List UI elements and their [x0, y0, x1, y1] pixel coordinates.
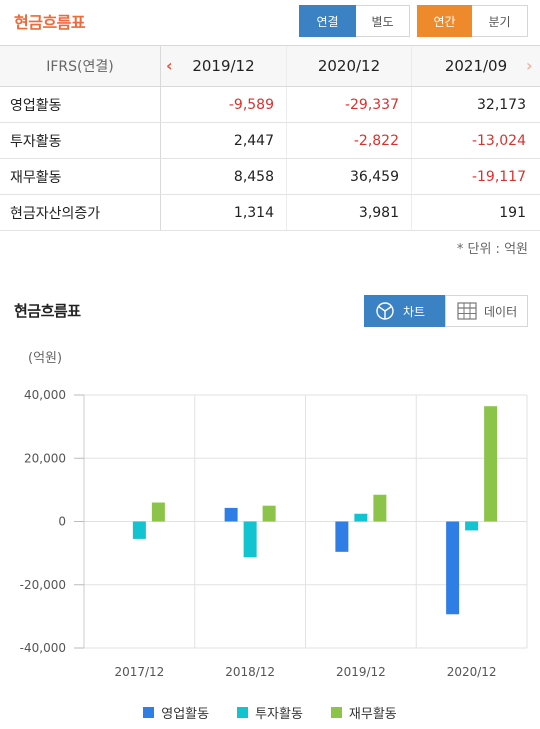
table-cell: 1,314 — [161, 195, 287, 230]
legend-swatch — [237, 707, 249, 718]
y-tick-label: 40,000 — [24, 388, 66, 402]
legend-swatch — [330, 707, 342, 718]
bar — [354, 513, 368, 522]
bar — [335, 521, 349, 552]
header-cell-standard: IFRS(연결) — [0, 46, 161, 86]
legend-label: 투자활동 — [255, 707, 303, 722]
bar — [243, 521, 257, 558]
legend-item: 재무활동 — [330, 703, 397, 722]
chart-section-title: 현금흐름표 — [14, 302, 81, 320]
row-label: 영업활동 — [0, 87, 161, 122]
y-tick-label: 0 — [58, 515, 66, 529]
unit-note: * 단위 : 억원 — [456, 242, 528, 257]
row-label: 현금자산의증가 — [0, 195, 161, 230]
row-label: 재무활동 — [0, 159, 161, 194]
separate-tab[interactable]: 별도 — [356, 5, 410, 37]
x-tick-label: 2017/12 — [114, 665, 164, 679]
legend-swatch — [143, 707, 155, 718]
bar — [262, 505, 276, 522]
bar — [224, 507, 238, 522]
next-period-icon[interactable]: › — [526, 56, 533, 75]
table-cell: -29,337 — [287, 87, 412, 122]
table-cell: 32,173 — [477, 96, 526, 113]
quarterly-tab[interactable]: 분기 — [472, 5, 528, 37]
y-tick-label: -20,000 — [20, 578, 66, 592]
table-cell: -13,024 — [471, 132, 526, 149]
bar — [373, 494, 387, 522]
chart-view-button[interactable]: 차트 — [364, 295, 445, 327]
legend-label: 영업활동 — [161, 707, 210, 722]
table-header-row: IFRS(연결) 2019/12 2020/12 2021/09 ‹ › — [0, 46, 540, 87]
cashflow-bar-chart: 40,000 20,000 0 -20,000 -40,000 2017/12 2018/1… — [20, 388, 528, 679]
x-tick-label: 2020/12 — [447, 665, 497, 679]
chart-legend: 영업활동 투자활동 재무활동 — [0, 703, 540, 722]
bar — [465, 521, 479, 531]
table-cell: 3,981 — [287, 195, 412, 230]
prev-period-icon[interactable]: ‹ — [166, 56, 173, 75]
legend-item: 투자활동 — [237, 703, 303, 722]
bar — [132, 521, 146, 539]
header-cell-period: 2019/12 — [161, 46, 287, 86]
table-cell: 191 — [499, 204, 526, 221]
table-cell: 2,447 — [161, 123, 287, 158]
header-cell-period: 2020/12 — [287, 46, 412, 86]
cashflow-table: IFRS(연결) 2019/12 2020/12 2021/09 ‹ › 영업활… — [0, 45, 540, 231]
annual-tab[interactable]: 연간 — [417, 5, 472, 37]
table-cell: 36,459 — [287, 159, 412, 194]
pie-chart-icon — [376, 302, 394, 320]
legend-item: 영업활동 — [143, 703, 209, 722]
table-cell: 8,458 — [161, 159, 287, 194]
y-tick-label: 20,000 — [24, 451, 66, 465]
data-view-label: 데이터 — [484, 304, 518, 319]
row-label: 투자활동 — [0, 123, 161, 158]
consolidated-tab[interactable]: 연결 — [299, 5, 356, 37]
table-row: 영업활동 -9,589 -29,337 32,173 — [0, 87, 540, 123]
bar — [484, 406, 498, 522]
y-tick-label: -40,000 — [20, 641, 66, 655]
y-axis-unit: (억원) — [28, 351, 63, 366]
data-view-button[interactable]: 데이터 — [445, 295, 528, 327]
table-row: 투자활동 2,447 -2,822 -13,024 — [0, 123, 540, 159]
table-row: 현금자산의증가 1,314 3,981 191 — [0, 195, 540, 231]
top-bar: 현금흐름표 연결 별도 연간 분기 — [0, 0, 540, 45]
bar — [151, 502, 165, 522]
table-grid-icon — [457, 302, 477, 320]
table-cell: -19,117 — [471, 168, 526, 185]
table-cell: -2,822 — [287, 123, 412, 158]
table-row: 재무활동 8,458 36,459 -19,117 — [0, 159, 540, 195]
legend-label: 재무활동 — [348, 707, 397, 722]
bar — [446, 521, 460, 615]
page-title: 현금흐름표 — [14, 13, 86, 32]
period-toggle: 연간 분기 — [417, 5, 528, 37]
chart-view-label: 차트 — [403, 304, 426, 319]
header-cell-period: 2021/09 — [444, 57, 508, 75]
x-tick-label: 2018/12 — [225, 665, 275, 679]
x-tick-label: 2019/12 — [336, 665, 386, 679]
consolidation-toggle: 연결 별도 — [299, 5, 410, 37]
table-cell: -9,589 — [161, 87, 287, 122]
